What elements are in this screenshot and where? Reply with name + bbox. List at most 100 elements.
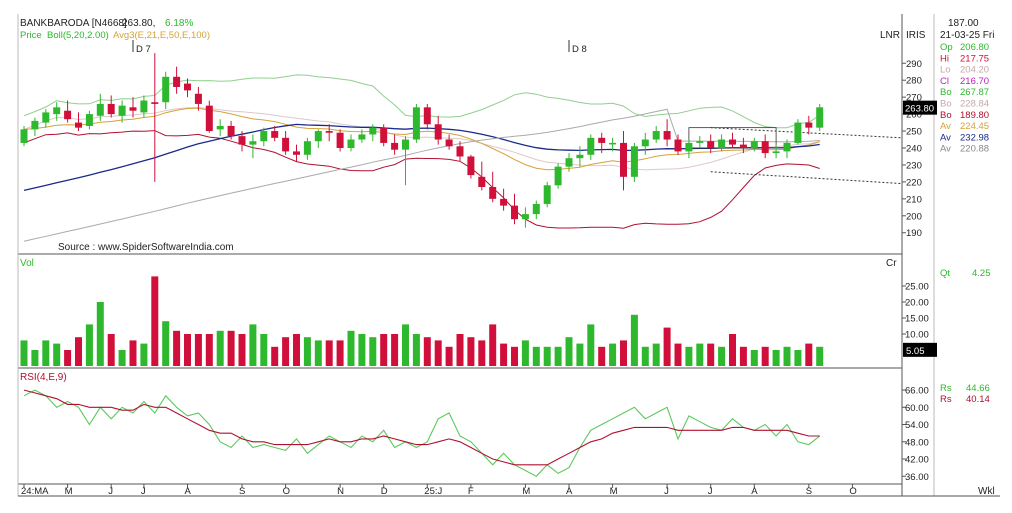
candle-body (380, 127, 388, 143)
legend-value: 232.98 (960, 132, 989, 143)
candle-body (303, 141, 311, 155)
volume-bar (532, 346, 540, 366)
candle-body (162, 76, 170, 103)
month-label: 24:MA (21, 486, 49, 497)
volume-bar (227, 330, 235, 366)
legend-value: 228.84 (960, 99, 989, 110)
volume-bar (391, 334, 399, 366)
volume-bar (739, 346, 747, 366)
candle-body (772, 151, 780, 154)
volume-bar (783, 346, 791, 366)
candle-body (587, 137, 595, 155)
rsi-tick-label: 48.00 (905, 437, 929, 448)
candle-body (271, 131, 279, 138)
month-label: A (185, 486, 192, 497)
legend-label: Cl (940, 76, 949, 87)
month-label: J (108, 486, 113, 497)
iris-label: IRIS (906, 30, 926, 41)
price-tick-label: 260 (906, 110, 922, 121)
rsi-tick-label: 42.00 (905, 455, 929, 466)
volume-bar (500, 343, 508, 366)
candle-body (347, 139, 355, 148)
candle-body (532, 203, 540, 215)
volume-bar (685, 346, 693, 366)
candle-body (249, 141, 257, 145)
candle-body (238, 136, 246, 145)
candle-body (478, 176, 486, 187)
candle-body (554, 166, 562, 186)
candle-body (565, 158, 573, 167)
volume-layer (20, 276, 824, 366)
candle-body (107, 103, 115, 115)
ema21-line (23, 107, 820, 171)
legend-label: Av (940, 144, 951, 155)
volume-bar (696, 343, 704, 366)
legend-value: 267.87 (960, 87, 989, 98)
legend-label: Bo (940, 87, 952, 98)
legend-label: Bo (940, 99, 952, 110)
month-label: A (751, 486, 758, 497)
legend-value: 220.88 (960, 144, 989, 155)
legend-value: 189.80 (960, 110, 989, 121)
month-label: N (337, 486, 344, 497)
volume-bar (652, 343, 660, 366)
price-tick-label: 230 (906, 160, 922, 171)
month-label: A (566, 486, 573, 497)
candle-body (412, 107, 420, 140)
volume-bar (205, 334, 213, 366)
candle-body (64, 110, 72, 120)
price-tick-label: 250 (906, 127, 922, 138)
volume-bar (674, 343, 682, 366)
volume-bar (521, 340, 529, 366)
volume-bar (118, 350, 126, 366)
volume-bar (96, 302, 104, 366)
month-label: M (522, 486, 530, 497)
price-tick-label: 290 (906, 59, 922, 70)
volume-bar (609, 343, 617, 366)
vol-tick-label: 10.00 (905, 330, 929, 341)
candle-body (609, 142, 617, 145)
volume-bar (478, 340, 486, 366)
indicator-lines: D 7 D 8 (23, 40, 903, 242)
volume-bar (140, 343, 148, 366)
price-tick-label: 270 (906, 93, 922, 104)
price-tick-label: 240 (906, 144, 922, 155)
candle-body (194, 93, 202, 104)
volume-bar (314, 340, 322, 366)
rsi-tick-label: 60.00 (905, 403, 929, 414)
volume-bar (184, 334, 191, 366)
volume-bar (718, 346, 726, 366)
rsi-legend-label: Rs (940, 383, 952, 394)
rsi-panel-label: RSI(4,E,9) (20, 372, 67, 383)
volume-bar (325, 340, 333, 366)
candle-body (129, 107, 137, 111)
volume-bar (20, 340, 28, 366)
candle-body (85, 114, 93, 126)
volume-bar (75, 337, 82, 366)
symbol-title: BANKBARODA [N4668] (20, 18, 127, 29)
candle-body (652, 131, 660, 140)
rsi-tick-label: 54.00 (905, 420, 929, 431)
month-label: J (664, 486, 669, 497)
volume-bar (151, 276, 159, 366)
upper-trendline (710, 127, 903, 139)
candle-body (707, 141, 715, 148)
candle-body (140, 100, 148, 113)
month-label: F (468, 486, 474, 497)
candle-body (227, 125, 235, 137)
volume-bar (750, 350, 758, 366)
candle-body (750, 141, 758, 148)
volume-bar (293, 334, 300, 366)
candle-body (718, 139, 726, 148)
volume-bar (630, 314, 638, 366)
rsi-legend-value: 44.66 (966, 383, 990, 394)
volume-bar (587, 324, 595, 366)
candle-body (729, 139, 736, 145)
vol-panel-label: Vol (20, 258, 34, 269)
candle-body (402, 139, 409, 150)
candle-body (489, 186, 497, 199)
volume-bar (489, 324, 497, 366)
volume-bar (729, 334, 736, 366)
current-price-tag (903, 100, 937, 115)
